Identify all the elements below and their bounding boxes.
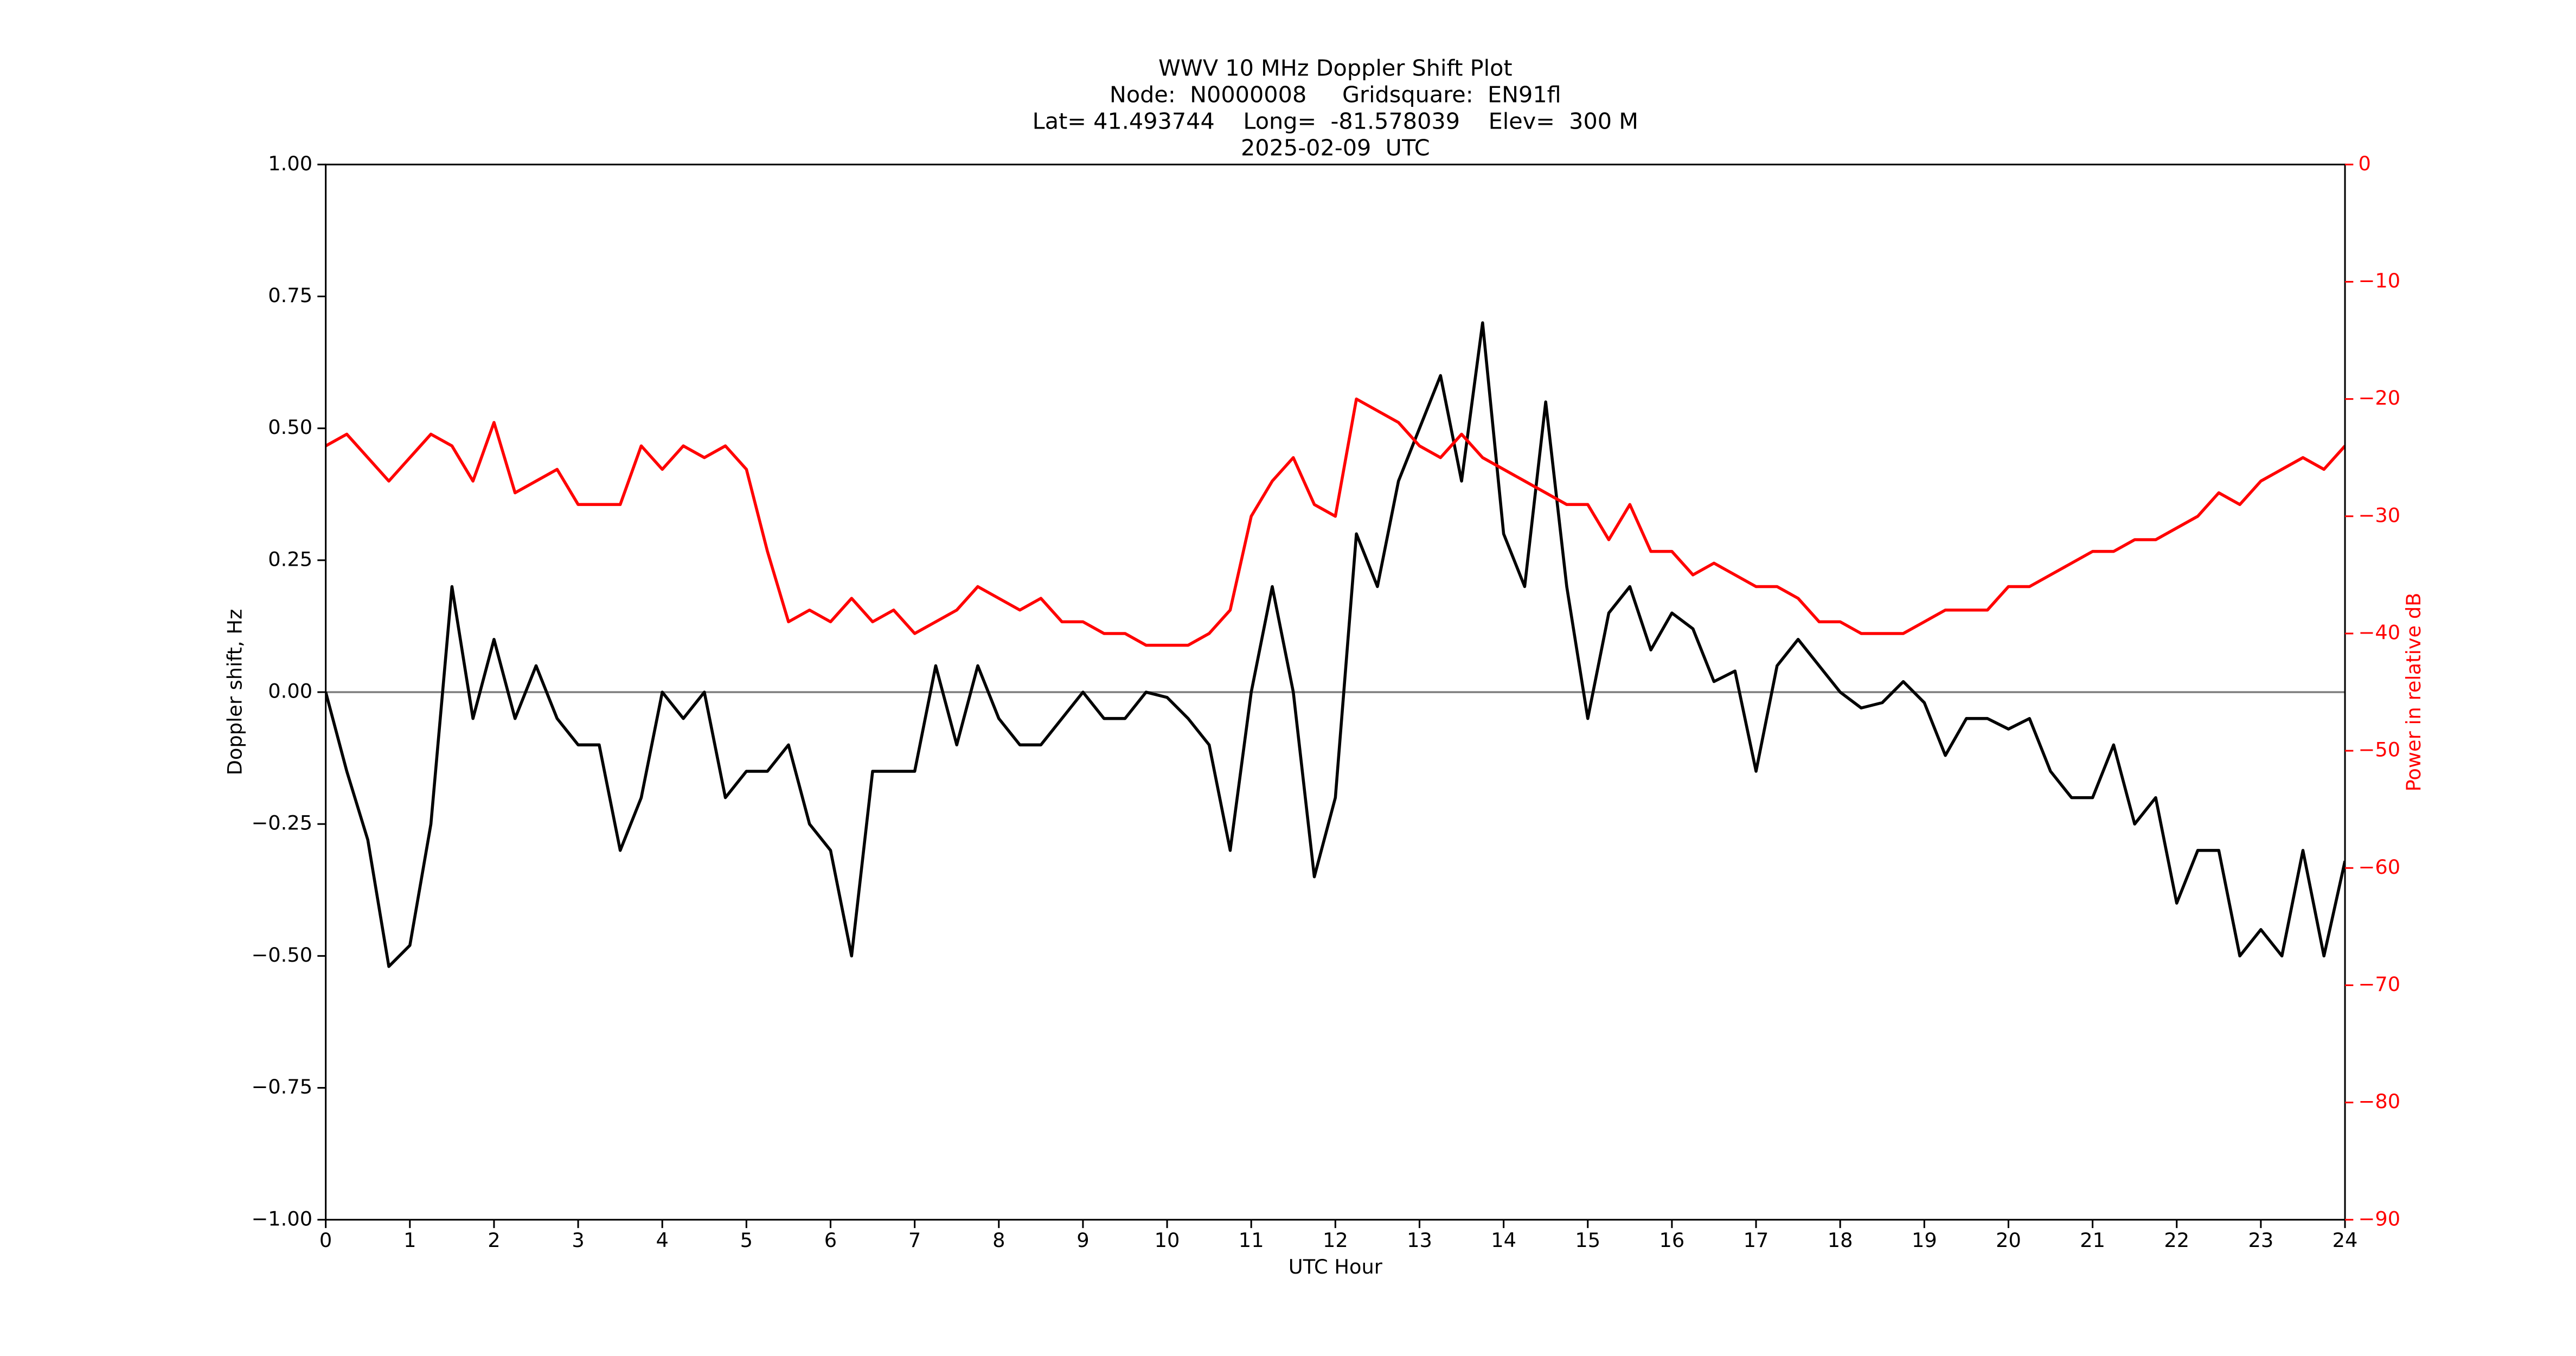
- y2-tick-label: 0: [2359, 152, 2371, 175]
- y2-tick-label: −50: [2359, 738, 2401, 762]
- y-tick-label: −0.25: [251, 811, 312, 835]
- y2-tick-label: −10: [2359, 269, 2401, 292]
- data-line: [325, 397, 2346, 647]
- chart-title: Node: N0000008 Gridsquare: EN91fl: [1110, 82, 1561, 108]
- x-tick-label: 5: [740, 1229, 753, 1252]
- x-tick-label: 10: [1155, 1229, 1180, 1252]
- y-tick-label: 0.50: [268, 415, 312, 439]
- y2-axis-label: Power in relative dB: [2402, 593, 2425, 792]
- x-tick-label: 3: [572, 1229, 584, 1252]
- y-axis-label: Doppler shift, Hz: [223, 609, 247, 776]
- x-tick-label: 0: [319, 1229, 332, 1252]
- y-tick-label: −1.00: [251, 1207, 312, 1230]
- x-tick-label: 8: [992, 1229, 1005, 1252]
- x-tick-label: 14: [1491, 1229, 1516, 1252]
- y-tick-label: 1.00: [268, 152, 312, 175]
- x-tick-label: 12: [1323, 1229, 1348, 1252]
- x-tick-label: 20: [1996, 1229, 2021, 1252]
- x-tick-label: 6: [824, 1229, 837, 1252]
- x-tick-label: 21: [2080, 1229, 2105, 1252]
- x-tick-label: 23: [2248, 1229, 2274, 1252]
- x-axis-label: UTC Hour: [1289, 1255, 1383, 1278]
- y-tick-label: −0.75: [251, 1075, 312, 1098]
- data-line: [325, 321, 2346, 968]
- x-tick-label: 7: [908, 1229, 921, 1252]
- y-tick-label: 0.25: [268, 547, 312, 571]
- x-tick-label: 4: [656, 1229, 669, 1252]
- x-tick-label: 19: [1912, 1229, 1937, 1252]
- x-tick-label: 13: [1407, 1229, 1432, 1252]
- x-tick-label: 22: [2164, 1229, 2189, 1252]
- y2-tick-label: −90: [2359, 1207, 2401, 1230]
- x-tick-label: 2: [488, 1229, 500, 1252]
- x-tick-label: 11: [1239, 1229, 1264, 1252]
- x-tick-label: 18: [1828, 1229, 1853, 1252]
- x-tick-label: 16: [1659, 1229, 1685, 1252]
- chart-title: WWV 10 MHz Doppler Shift Plot: [1158, 55, 1513, 81]
- y2-tick-label: −70: [2359, 973, 2401, 996]
- chart-title: 2025-02-09 UTC: [1241, 135, 1430, 161]
- x-tick-label: 17: [1744, 1229, 1769, 1252]
- y2-tick-label: −30: [2359, 503, 2401, 527]
- y-tick-label: −0.50: [251, 943, 312, 967]
- y2-tick-label: −20: [2359, 386, 2401, 410]
- chart-title: Lat= 41.493744 Long= -81.578039 Elev= 30…: [1033, 108, 1638, 135]
- x-tick-label: 15: [1575, 1229, 1600, 1252]
- y-tick-label: 0.00: [268, 680, 312, 703]
- x-tick-label: 1: [403, 1229, 416, 1252]
- x-tick-label: 24: [2333, 1229, 2358, 1252]
- y2-tick-label: −40: [2359, 621, 2401, 644]
- y2-tick-label: −80: [2359, 1090, 2401, 1113]
- y-tick-label: 0.75: [268, 284, 312, 307]
- x-tick-label: 9: [1076, 1229, 1089, 1252]
- y2-tick-label: −60: [2359, 855, 2401, 879]
